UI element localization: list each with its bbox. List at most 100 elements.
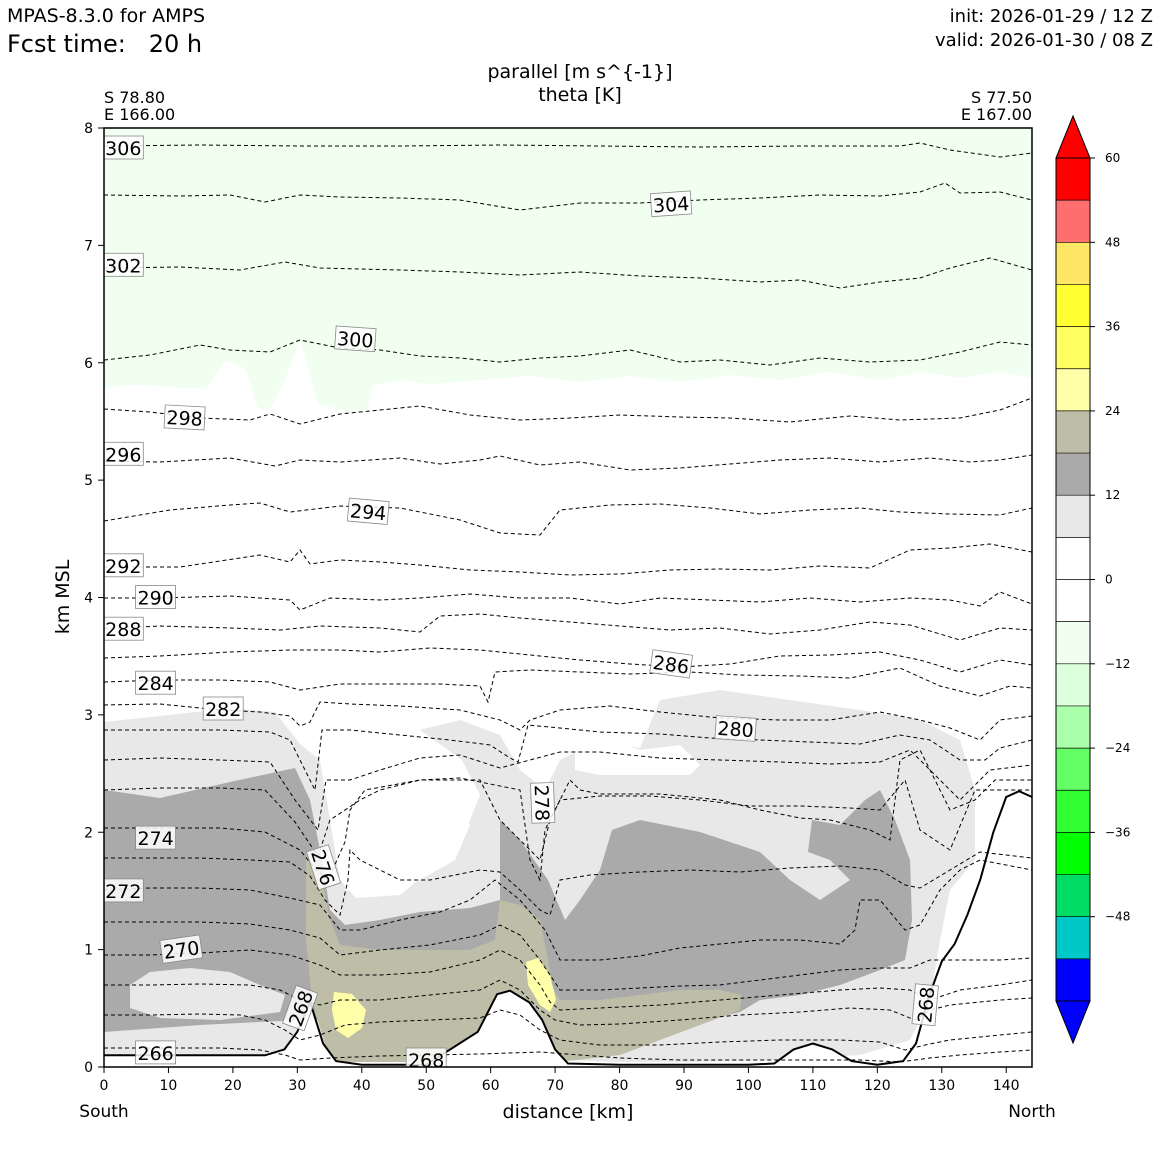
contour-label: 278: [530, 782, 556, 824]
y-tick-label: 3: [84, 708, 93, 724]
chart-title-line2: theta [K]: [538, 84, 622, 106]
isentrope-line: [104, 979, 1032, 1026]
contour-label-box: [649, 190, 693, 218]
isentrope-line: [104, 859, 1032, 961]
colorbar-segment: [1056, 748, 1090, 791]
colorbar-segment: [1056, 621, 1090, 665]
colorbar-segment: [1056, 663, 1090, 707]
x-tick-label: 100: [735, 1078, 762, 1094]
y-tick-label: 8: [84, 121, 93, 137]
y-tick-label: 1: [84, 943, 93, 959]
contour-label: 280: [714, 715, 757, 742]
contour-label-box: [104, 616, 144, 641]
colorbar-tick-label: 24: [1105, 404, 1120, 418]
contour-label: 286: [649, 649, 694, 679]
contour-label: 294: [346, 497, 390, 525]
contour-label-box: [104, 553, 144, 578]
x-tick-label: 50: [417, 1078, 435, 1094]
contour-label-box: [104, 135, 144, 160]
colorbar-segment: [1056, 453, 1090, 496]
contour-label-text: 298: [166, 407, 203, 431]
isentrope-line: [104, 339, 1032, 366]
theta-contour-labels: 306 304 302 300 298 296 294 292 290 288 286 284 282 2…: [104, 135, 939, 1072]
colorbar-segment: [1056, 958, 1090, 1002]
terrain-fill: [104, 791, 1032, 1067]
contour-label-text: 268: [408, 1050, 444, 1072]
colorbar-segment: [1056, 284, 1090, 327]
contour-label-box: [346, 497, 390, 525]
start-lon: E 166.00: [104, 105, 175, 124]
x-tick-label: 140: [993, 1078, 1020, 1094]
contour-label-box: [202, 696, 244, 721]
contour-label-text: 280: [717, 718, 755, 742]
contour-label-box: [163, 404, 206, 431]
isentrope-line: [104, 591, 1032, 611]
wind-shading-18-24: [306, 850, 742, 1062]
x-tick-label: 80: [611, 1078, 629, 1094]
isentrope-line: [104, 848, 1032, 916]
contour-label: 296: [104, 441, 144, 466]
contour-label: 282: [202, 696, 244, 721]
contour-label-box: [714, 715, 757, 742]
contour-label-box: [530, 782, 556, 824]
contour-label-text: 284: [137, 673, 173, 695]
isentrope-line: [104, 454, 1032, 471]
colorbar-tick-label: −48: [1105, 910, 1130, 924]
colorbar-extend-high: [1055, 114, 1091, 159]
contour-label-box: [159, 934, 204, 964]
contour-label-box: [649, 649, 694, 679]
colorbar-segment: [1056, 495, 1090, 538]
y-tick-label: 4: [84, 591, 93, 607]
contour-label-box: [334, 325, 377, 353]
contour-label: 298: [163, 404, 206, 431]
colorbar: 60 48 36 24 12 0 −12 −24 −36 −48: [1055, 114, 1130, 1045]
contour-label: 306: [104, 135, 144, 160]
colorbar-segment: [1056, 705, 1090, 749]
colorbar-tick-label: 60: [1105, 151, 1120, 165]
x-tick-label: 90: [675, 1078, 693, 1094]
contour-label: 288: [104, 616, 144, 641]
isentrope-line: [104, 949, 1032, 1011]
contour-label-box: [104, 252, 144, 277]
contour-label-text: 294: [349, 500, 387, 525]
init-time: init: 2026-01-29 / 12 Z: [950, 6, 1153, 27]
contour-label-box: [305, 844, 342, 891]
isentrope-line: [104, 257, 1032, 289]
contour-label-text: 306: [105, 138, 141, 160]
contour-label-text: 290: [137, 588, 173, 610]
contour-label: 268: [911, 983, 939, 1027]
wind-shading-12-18: [104, 768, 912, 1032]
theta-isentropes: [104, 142, 1032, 1063]
colorbar-segment: [1056, 200, 1090, 243]
contour-label: 290: [135, 585, 177, 610]
colorbar-tick-label: 0: [1105, 573, 1113, 587]
colorbar-tick-label: 36: [1105, 320, 1120, 334]
contour-label-text: 268: [914, 986, 939, 1024]
x-tick-label: 60: [482, 1078, 500, 1094]
contour-label-box: [135, 670, 177, 695]
y-tick-label: 6: [84, 356, 93, 372]
wind-shading-white-pocket-2: [575, 738, 700, 775]
end-lon: E 167.00: [961, 105, 1032, 124]
y-axis-label: km MSL: [52, 559, 74, 634]
isentrope-line: [104, 142, 1032, 158]
colorbar-segment: [1056, 832, 1090, 875]
colorbar-tick-label: −36: [1105, 825, 1130, 839]
contour-label-text: 286: [651, 652, 690, 679]
colorbar-segment: [1056, 410, 1090, 454]
contour-label: 266: [135, 1040, 177, 1065]
x-tick-label: 130: [928, 1078, 955, 1094]
isentrope-line: [104, 1047, 1032, 1063]
colorbar-tick-label: 48: [1105, 235, 1120, 249]
y-tick-label: 5: [84, 473, 93, 489]
contour-label-text: 304: [652, 193, 690, 217]
colorbar-segment: [1056, 537, 1090, 580]
isentrope-line: [104, 667, 1032, 704]
contour-label-text: 292: [105, 556, 141, 578]
x-tick-label: 110: [800, 1078, 827, 1094]
contour-label: 284: [135, 670, 177, 695]
contour-label-text: 274: [137, 828, 173, 850]
contour-label-text: 278: [530, 784, 553, 821]
isentrope-line: [104, 182, 1032, 211]
